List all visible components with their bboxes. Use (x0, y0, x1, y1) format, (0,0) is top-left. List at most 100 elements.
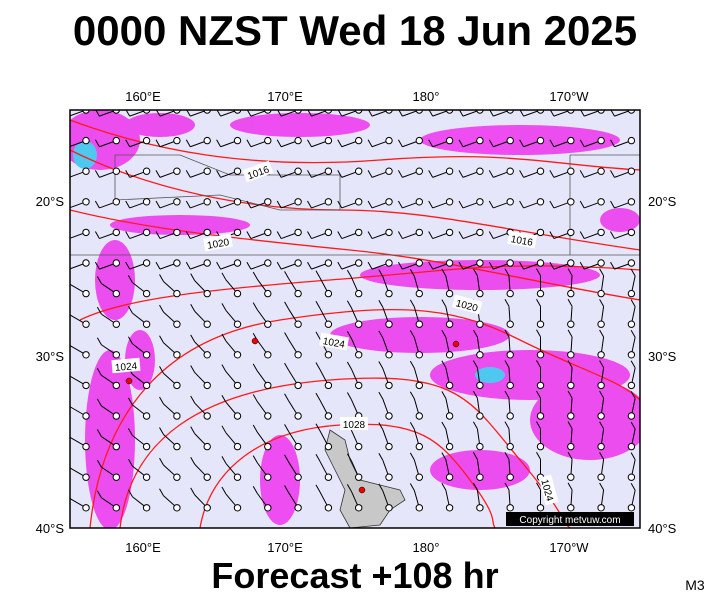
wind-barb (567, 390, 575, 420)
barb-feather (610, 170, 615, 178)
wind-barb (504, 360, 514, 390)
barb-feather (441, 299, 447, 307)
wind-barb (579, 228, 605, 240)
wind-barb (519, 136, 545, 148)
barb-feather (610, 139, 615, 148)
lon-label: 180° (413, 89, 440, 104)
wind-barb (472, 268, 484, 298)
barb-feather (472, 329, 478, 338)
barb-feather (579, 231, 585, 239)
barb-feather (504, 268, 510, 276)
barb-feather (567, 329, 573, 338)
barb-station (415, 473, 423, 481)
barb-station (203, 442, 211, 451)
barb-station (536, 504, 545, 512)
barb-station (627, 259, 636, 267)
barb-station (142, 412, 151, 420)
wind-barb (221, 456, 242, 481)
barb-station (82, 228, 90, 237)
wind-barb (94, 136, 121, 148)
barb-station (294, 473, 302, 481)
wind-barb (428, 198, 454, 209)
wind-barb (567, 482, 575, 512)
barb-station (142, 351, 151, 359)
wind-barb (315, 423, 333, 451)
wind-barb (346, 361, 363, 390)
barb-station (142, 167, 151, 175)
barb-feather (397, 170, 403, 178)
barb-feather (536, 268, 541, 276)
barb-station (597, 351, 605, 359)
wind-barb (504, 298, 514, 328)
barb-station (173, 473, 181, 481)
wind-barb (441, 391, 454, 420)
barb-station (506, 289, 514, 298)
barb-feather (155, 231, 161, 239)
wind-barb (221, 425, 242, 451)
wind-barb (159, 488, 181, 512)
wind-barb (70, 313, 90, 328)
wind-barb (70, 435, 90, 451)
wind-barb (579, 167, 605, 178)
barb-feather (567, 421, 573, 429)
barb-station (415, 412, 423, 420)
wind-barb (567, 329, 575, 359)
barb-feather (519, 170, 525, 178)
wind-barb (284, 271, 302, 298)
barb-station (294, 228, 302, 237)
barb-feather (409, 269, 415, 277)
wind-barb (94, 259, 121, 270)
wind-barb (190, 334, 211, 359)
barb-feather (378, 453, 384, 461)
barb-feather (221, 425, 227, 434)
barb-station (445, 167, 454, 175)
barb-station (567, 320, 575, 328)
barb-station (597, 289, 605, 298)
wind-barb (409, 452, 423, 481)
barb-station (567, 167, 575, 175)
wind-barb (221, 303, 242, 328)
wind-barb (246, 198, 272, 209)
barb-feather (579, 200, 585, 209)
barb-feather (125, 261, 131, 270)
barb-feather (346, 361, 352, 370)
barb-feather (284, 424, 289, 432)
barb-feather (96, 398, 102, 407)
barb-feather (221, 364, 227, 372)
wind-barb (378, 453, 393, 481)
barb-station (536, 381, 545, 390)
barb-station (324, 320, 333, 328)
wind-barb (409, 330, 423, 359)
wind-barb (597, 268, 605, 298)
barb-station (536, 289, 545, 298)
wind-barb (610, 167, 636, 178)
wind-barb (567, 268, 575, 298)
barb-station (203, 412, 211, 420)
barb-station (294, 504, 302, 512)
wind-barb (315, 484, 333, 512)
barb-feather (378, 391, 384, 400)
wind-barb (70, 228, 90, 239)
barb-station (82, 320, 90, 328)
wind-barb (216, 136, 242, 148)
barb-feather (337, 170, 343, 178)
wind-barb (337, 136, 363, 148)
barb-feather (252, 302, 258, 310)
wind-barb (307, 110, 333, 117)
barb-station (597, 412, 605, 420)
lon-label: 160°E (125, 89, 161, 104)
barb-feather (630, 360, 636, 369)
barb-station (112, 381, 121, 390)
barb-station (294, 167, 302, 175)
barb-feather (409, 299, 415, 308)
wind-barb (276, 136, 302, 148)
barb-station (597, 198, 605, 206)
barb-feather (458, 261, 464, 270)
isobar-label-text: 1024 (322, 336, 346, 351)
barb-station (324, 473, 333, 481)
wind-barb (125, 136, 151, 148)
barb-station (506, 198, 514, 206)
barb-station (385, 228, 393, 237)
barb-station (355, 198, 363, 206)
